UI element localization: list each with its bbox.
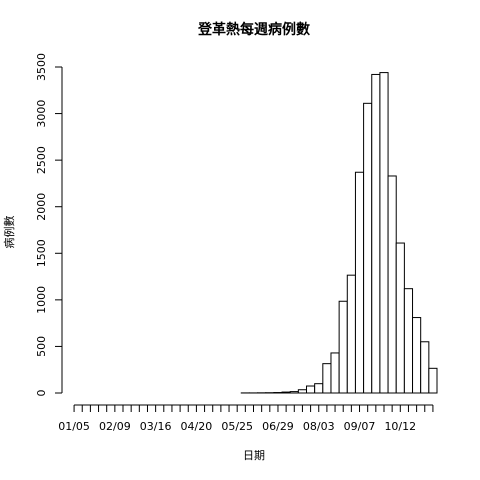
bar bbox=[322, 363, 332, 394]
bar bbox=[387, 175, 397, 394]
bar bbox=[428, 367, 438, 394]
x-tick-label: 04/20 bbox=[181, 420, 213, 433]
y-tick-label: 3000 bbox=[35, 100, 48, 128]
bar bbox=[289, 391, 299, 394]
x-tick-label: 09/07 bbox=[344, 420, 376, 433]
y-tick-label: 2500 bbox=[35, 146, 48, 174]
x-tick-label: 10/12 bbox=[384, 420, 416, 433]
y-tick-label: 500 bbox=[35, 336, 48, 357]
x-tick-label: 06/29 bbox=[262, 420, 294, 433]
bar bbox=[371, 73, 381, 394]
bar bbox=[363, 102, 373, 394]
bar bbox=[403, 288, 414, 394]
y-tick-label: 1500 bbox=[35, 239, 48, 267]
x-tick-label: 08/03 bbox=[303, 420, 335, 433]
y-tick-label: 2000 bbox=[35, 193, 48, 221]
bar bbox=[306, 385, 316, 394]
y-tick-label: 0 bbox=[35, 390, 48, 397]
x-tick-label: 01/05 bbox=[58, 420, 90, 433]
x-axis-label: 日期 bbox=[243, 449, 265, 462]
chart-title: 登革熱每週病例數 bbox=[197, 21, 310, 38]
bar bbox=[297, 389, 308, 394]
bar bbox=[338, 300, 348, 394]
bar bbox=[281, 391, 291, 394]
y-axis-label: 病例數 bbox=[2, 216, 16, 249]
bar bbox=[420, 341, 430, 394]
bar bbox=[412, 317, 422, 394]
bar bbox=[395, 242, 405, 394]
x-tick-label: 02/09 bbox=[99, 420, 131, 433]
x-tick-label: 03/16 bbox=[140, 420, 172, 433]
bar bbox=[346, 274, 356, 394]
y-tick-label: 3500 bbox=[35, 53, 48, 81]
x-tick-label: 05/25 bbox=[221, 420, 253, 433]
bar bbox=[330, 352, 340, 394]
bar bbox=[314, 383, 324, 394]
bar bbox=[354, 171, 365, 394]
bar bbox=[379, 72, 389, 394]
y-tick-label: 1000 bbox=[35, 286, 48, 314]
